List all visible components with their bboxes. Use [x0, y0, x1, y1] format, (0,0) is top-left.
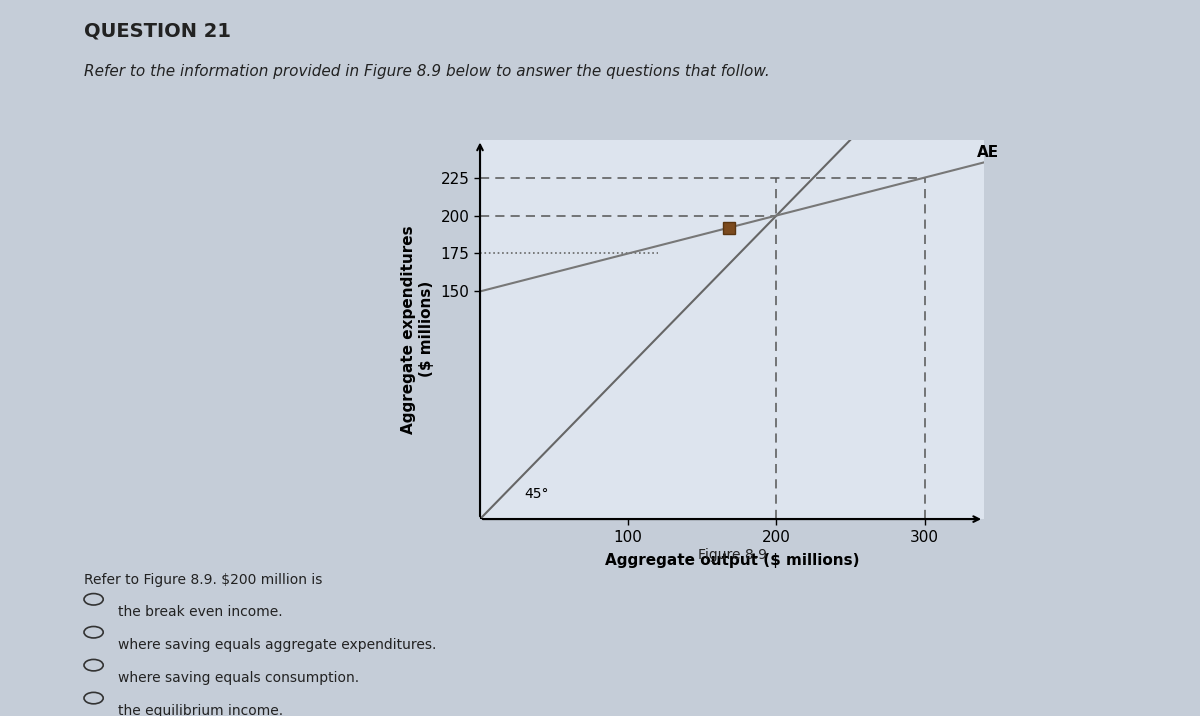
Text: the break even income.: the break even income. — [118, 605, 282, 619]
Text: AE: AE — [977, 145, 998, 160]
Text: QUESTION 21: QUESTION 21 — [84, 21, 230, 41]
Text: the equilibrium income.: the equilibrium income. — [118, 704, 283, 716]
Text: 45°: 45° — [524, 487, 548, 501]
Text: where saving equals aggregate expenditures.: where saving equals aggregate expenditur… — [118, 638, 436, 652]
Text: Refer to the information provided in Figure 8.9 below to answer the questions th: Refer to the information provided in Fig… — [84, 64, 769, 79]
Text: Refer to Figure 8.9. $200 million is: Refer to Figure 8.9. $200 million is — [84, 573, 323, 587]
X-axis label: Aggregate output ($ millions): Aggregate output ($ millions) — [605, 553, 859, 568]
Text: Figure 8.9: Figure 8.9 — [697, 548, 767, 562]
Y-axis label: Aggregate expenditures
($ millions): Aggregate expenditures ($ millions) — [401, 225, 433, 434]
Text: where saving equals consumption.: where saving equals consumption. — [118, 671, 359, 685]
